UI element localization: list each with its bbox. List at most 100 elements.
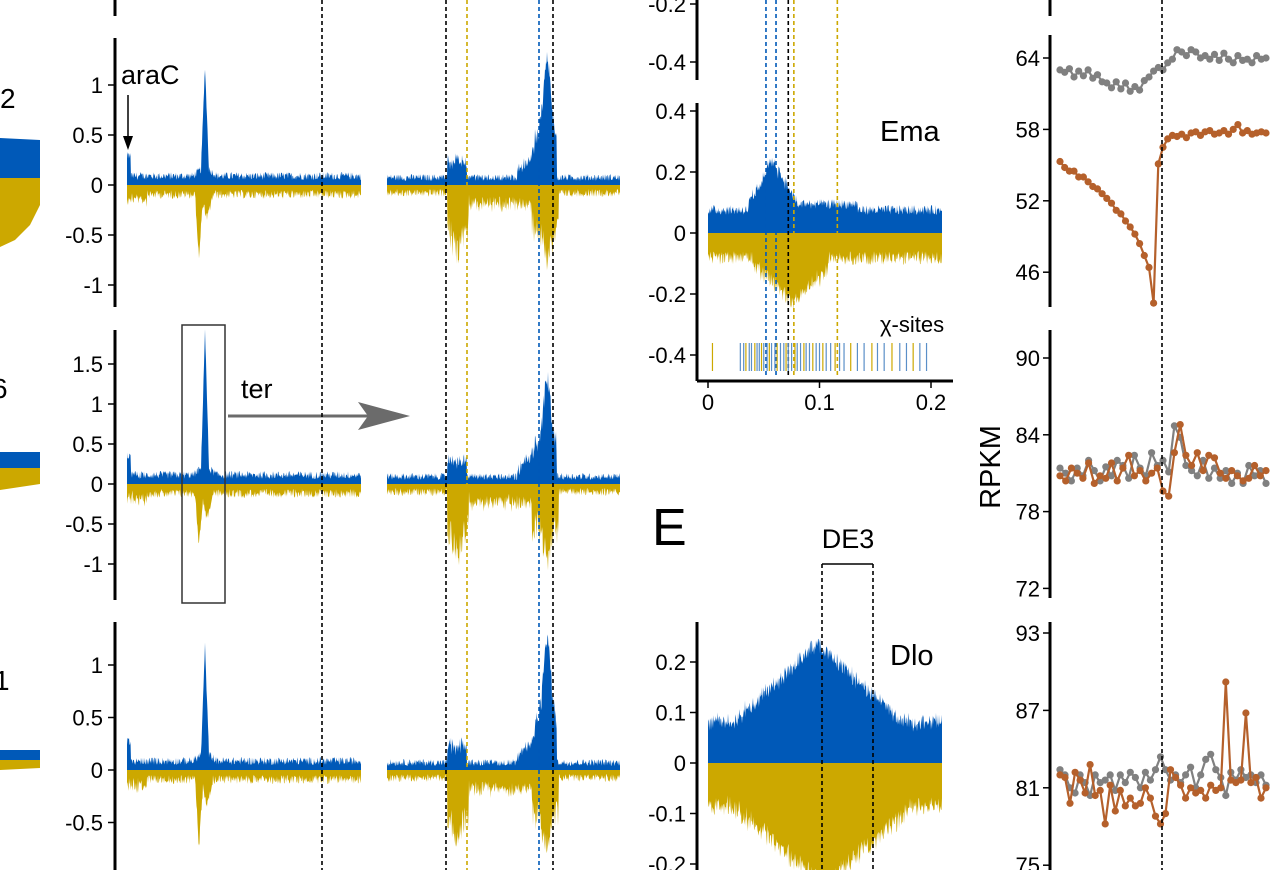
y-tick-label: 52 bbox=[1016, 189, 1040, 214]
rpkm-point-gray bbox=[1182, 461, 1190, 470]
rpkm-point-orange bbox=[1061, 773, 1069, 782]
y-tick-label: -0.5 bbox=[65, 223, 103, 248]
rpkm-point-gray bbox=[1090, 467, 1098, 475]
rpkm-point-gray bbox=[1131, 773, 1139, 782]
y-tick-label: 87 bbox=[1016, 698, 1040, 723]
rpkm-point-gray bbox=[1117, 85, 1125, 93]
rpkm-point-gray bbox=[1103, 79, 1111, 87]
rpkm-point-gray bbox=[1165, 468, 1173, 476]
coverage-col-b-plus-area bbox=[387, 634, 620, 770]
rpkm-point-orange bbox=[1062, 477, 1070, 485]
rpkm-point-orange bbox=[1103, 194, 1111, 202]
rpkm-point-gray bbox=[1228, 479, 1236, 487]
rpkm-point-orange bbox=[1141, 784, 1149, 792]
rpkm-point-orange bbox=[1131, 230, 1139, 238]
x-tick-label: 0 bbox=[702, 390, 714, 415]
rpkm-point-gray bbox=[1251, 472, 1259, 480]
rpkm-point-gray bbox=[1107, 472, 1116, 480]
y-tick-label: 1 bbox=[91, 653, 103, 678]
rpkm-point-orange bbox=[1182, 794, 1190, 802]
rpkm-point-orange bbox=[1170, 449, 1178, 457]
coverage-col-a-plus-area bbox=[127, 642, 361, 770]
rpkm-point-gray bbox=[1113, 456, 1121, 464]
rpkm-point-orange bbox=[1070, 167, 1078, 175]
rpkm-point-gray bbox=[1112, 78, 1120, 86]
rpkm-point-orange bbox=[1085, 459, 1093, 467]
left-fragment-blue-1 bbox=[0, 138, 40, 178]
rpkm-point-gray bbox=[1192, 48, 1200, 56]
y-tick-label: 0.5 bbox=[72, 123, 103, 148]
rpkm-panel-1: 64 58 52 46 bbox=[1016, 35, 1270, 307]
left-fragment-yellow-3 bbox=[0, 760, 40, 770]
rpkm-point-gray bbox=[1207, 750, 1215, 758]
rpkm-point-orange bbox=[1222, 678, 1230, 686]
rpkm-point-gray bbox=[1156, 753, 1165, 761]
rpkm-point-gray bbox=[1148, 449, 1156, 457]
upper-y-tick-label: -0.2 bbox=[648, 0, 686, 17]
y-tick-label: 1.5 bbox=[72, 352, 103, 377]
coverage-col-a-minus-area bbox=[127, 484, 361, 544]
rpkm-point-gray bbox=[1212, 766, 1220, 774]
rpkm-point-orange bbox=[1237, 776, 1245, 784]
rpkm-panel-2: 90 84 78 72 bbox=[1016, 330, 1270, 601]
rpkm-point-orange bbox=[1136, 467, 1144, 475]
ter-arrow-head bbox=[358, 402, 410, 430]
rpkm-point-orange bbox=[1096, 472, 1104, 480]
rpkm-point-orange bbox=[1079, 474, 1087, 482]
coverage-col-a-plus-area bbox=[127, 329, 361, 484]
rpkm-point-orange bbox=[1093, 185, 1102, 193]
rpkm-point-orange bbox=[1116, 786, 1124, 795]
rpkm-point-orange bbox=[1151, 812, 1160, 820]
rpkm-point-gray bbox=[1205, 474, 1213, 482]
y-tick-label: 0.5 bbox=[72, 706, 103, 731]
y-tick-label: 0 bbox=[91, 173, 103, 198]
y-tick-label: 0.2 bbox=[655, 650, 686, 675]
rpkm-point-gray bbox=[1056, 464, 1064, 472]
rpkm-point-gray bbox=[1121, 79, 1130, 87]
left-fragment-blue-2 bbox=[0, 452, 40, 468]
rpkm-point-gray bbox=[1116, 771, 1124, 779]
x-tick-label: 0.1 bbox=[804, 390, 835, 415]
rpkm-point-orange bbox=[1098, 190, 1106, 198]
left-fragment-yellow-1 bbox=[0, 178, 40, 247]
ter-label: ter bbox=[241, 374, 273, 404]
rpkm-point-orange bbox=[1207, 781, 1215, 789]
y-tick-label: 0.4 bbox=[655, 99, 686, 124]
coverage-row-2: 1.5 1 0.5 0 -0.5 -1 bbox=[65, 329, 620, 600]
y-tick-label: 46 bbox=[1016, 260, 1040, 285]
y-tick-label: -0.5 bbox=[65, 811, 103, 836]
y-tick-label: 58 bbox=[1016, 117, 1040, 142]
rpkm-point-orange bbox=[1217, 784, 1225, 792]
rpkm-point-orange bbox=[1262, 467, 1270, 475]
rpkm-point-gray bbox=[1262, 54, 1270, 62]
rpkm-point-gray bbox=[1065, 65, 1073, 73]
dlo-panel: E 0.2 0.1 0 -0.1 -0.2 DE3 Dlo bbox=[648, 499, 942, 870]
rpkm-point-gray bbox=[1188, 467, 1196, 475]
rpkm-point-gray bbox=[1126, 768, 1134, 776]
y-tick-label: 0 bbox=[91, 472, 103, 497]
rpkm-point-orange bbox=[1224, 130, 1233, 138]
y-tick-label: 93 bbox=[1016, 621, 1040, 646]
y-tick-label: 0.1 bbox=[655, 701, 686, 726]
rpkm-point-orange bbox=[1256, 472, 1264, 480]
y-tick-label: 1 bbox=[91, 392, 103, 417]
rpkm-point-gray bbox=[1093, 71, 1102, 79]
rpkm-point-orange bbox=[1101, 820, 1109, 828]
rpkm-line-orange bbox=[1059, 681, 1267, 827]
rpkm-panels: 64 58 52 46 90 84 78 72 93 87 81 75 RPKM bbox=[975, 0, 1270, 870]
y-tick-label: 0 bbox=[674, 751, 686, 776]
rpkm-point-gray bbox=[1102, 463, 1110, 471]
rpkm-point-gray bbox=[1168, 55, 1176, 63]
rpkm-point-orange bbox=[1119, 464, 1127, 472]
coverage-row-1: 1 0.5 0 -0.5 -1 bbox=[65, 38, 620, 307]
rpkm-point-orange bbox=[1111, 807, 1119, 815]
rpkm-point-orange bbox=[1090, 479, 1098, 487]
rpkm-point-orange bbox=[1234, 121, 1242, 129]
y-tick-label: 0.2 bbox=[655, 160, 686, 185]
rpkm-point-gray bbox=[1067, 477, 1075, 485]
rpkm-point-orange bbox=[1197, 786, 1205, 795]
rpkm-point-orange bbox=[1086, 761, 1094, 769]
rpkm-point-orange bbox=[1159, 143, 1167, 151]
rpkm-point-orange bbox=[1187, 784, 1195, 792]
rpkm-point-gray bbox=[1182, 771, 1190, 779]
